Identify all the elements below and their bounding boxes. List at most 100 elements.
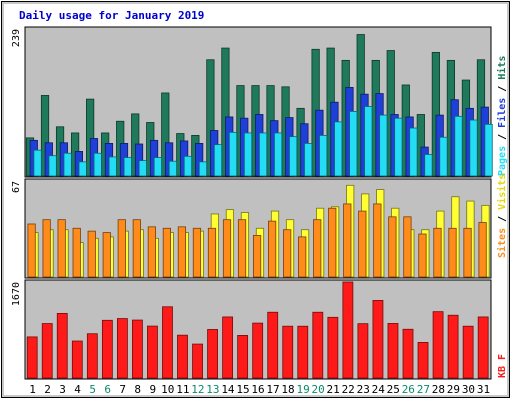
day-label-4: 4 (74, 383, 81, 396)
day-label-26: 26 (402, 383, 415, 396)
bar-sites-day-18 (283, 229, 292, 278)
bar-pages-day-20 (319, 135, 328, 177)
bar-sites-day-3 (57, 219, 66, 278)
day-label-17: 17 (266, 383, 279, 396)
bar-sites-day-11 (177, 226, 187, 278)
legend-sep-1: / (497, 128, 508, 146)
day-label-8: 8 (134, 383, 141, 396)
bar-sites-day-1 (27, 223, 36, 278)
bar-sites-day-7 (117, 219, 126, 278)
panel-top-bars (25, 34, 493, 177)
bar-sites-day-23 (358, 210, 367, 278)
bar-pages-day-25 (394, 117, 403, 177)
bar-pages-day-6 (108, 156, 117, 177)
bar-sites-day-12 (192, 227, 202, 278)
bar-sites-day-10 (162, 227, 171, 278)
chart-title: Daily usage for January 2019 (19, 9, 204, 22)
day-label-23: 23 (357, 383, 370, 396)
bar-kbf-day-20 (312, 311, 324, 379)
bar-pages-day-13 (213, 144, 223, 177)
bar-pages-day-14 (228, 131, 238, 177)
bar-sites-day-15 (237, 219, 247, 278)
bar-pages-day-15 (243, 132, 253, 177)
bar-pages-day-27 (424, 154, 433, 177)
day-label-20: 20 (312, 383, 325, 396)
day-label-25: 25 (387, 383, 400, 396)
bar-sites-day-31 (478, 222, 487, 278)
day-label-12: 12 (191, 383, 204, 396)
svg-text:Pages / Files / Hits: Pages / Files / Hits (496, 56, 508, 176)
day-label-10: 10 (161, 383, 174, 396)
bar-kbf-day-21 (327, 316, 339, 379)
day-label-16: 16 (251, 383, 264, 396)
bar-pages-day-17 (274, 132, 283, 177)
bar-kbf-day-7 (116, 318, 128, 379)
x-axis-day-labels: 1 2 3 4 5 6 7 8 9 10 11 12 13 14 15 16 17 18 19 20 21 22 23 24 2… (29, 383, 490, 396)
bar-pages-day-5 (93, 152, 102, 177)
legend-visits: Visits (496, 174, 508, 210)
bar-kbf-day-24 (372, 299, 384, 379)
panel-top: 239 Pages / Files / Hits (11, 26, 508, 178)
bar-pages-day-26 (409, 127, 418, 177)
legend-sep-2: / (497, 80, 508, 98)
bar-sites-day-17 (268, 220, 277, 278)
panel-mid: 67 Sites / Visits (11, 174, 508, 279)
day-label-13: 13 (206, 383, 219, 396)
day-label-24: 24 (372, 383, 386, 396)
day-label-9: 9 (149, 383, 156, 396)
bar-kbf-day-27 (417, 342, 429, 379)
day-label-5: 5 (89, 383, 96, 396)
day-label-18: 18 (281, 383, 294, 396)
bar-kbf-day-29 (447, 314, 459, 379)
panel-bot-bars (26, 281, 489, 379)
bar-sites-day-25 (388, 216, 397, 278)
bar-pages-day-8 (138, 160, 147, 177)
bar-pages-day-3 (63, 152, 72, 177)
bar-pages-day-30 (469, 119, 478, 177)
bar-pages-day-19 (304, 142, 313, 177)
bar-kbf-day-16 (252, 322, 264, 379)
day-label-11: 11 (176, 383, 189, 396)
bar-pages-day-24 (379, 114, 388, 177)
day-label-21: 21 (327, 383, 340, 396)
bar-sites-day-5 (87, 230, 96, 278)
day-label-27: 27 (417, 383, 430, 396)
bar-kbf-day-1 (26, 336, 38, 379)
bar-sites-day-21 (328, 207, 337, 278)
bar-kbf-day-10 (162, 306, 173, 379)
bar-sites-day-28 (433, 227, 442, 278)
svg-text:Sites / Visits: Sites / Visits (496, 174, 508, 258)
day-label-31: 31 (477, 383, 490, 396)
bar-kbf-day-9 (147, 325, 158, 379)
day-label-22: 22 (342, 383, 355, 396)
bar-kbf-day-12 (192, 343, 203, 379)
bar-sites-day-29 (448, 227, 457, 278)
bar-kbf-day-5 (86, 333, 98, 379)
bar-sites-day-13 (207, 227, 217, 278)
bar-pages-day-31 (484, 123, 493, 177)
bar-pages-day-9 (153, 157, 162, 177)
bar-sites-day-24 (373, 203, 382, 278)
legend-pages: Pages (497, 146, 508, 176)
bar-sites-day-4 (72, 227, 81, 278)
bar-kbf-day-15 (237, 334, 249, 379)
bar-pages-day-4 (78, 161, 87, 177)
bar-kbf-day-3 (56, 312, 68, 379)
bar-sites-day-20 (313, 219, 322, 278)
bar-kbf-day-28 (432, 311, 444, 379)
bar-sites-day-9 (147, 226, 156, 278)
bar-sites-day-27 (418, 233, 427, 278)
bar-kbf-day-22 (342, 281, 354, 379)
bar-kbf-day-25 (387, 323, 399, 379)
bar-sites-day-19 (298, 236, 307, 278)
bar-pages-day-2 (48, 155, 57, 177)
legend-sites: Sites (496, 228, 508, 258)
bar-sites-day-16 (252, 235, 262, 278)
day-label-28: 28 (432, 383, 445, 396)
bar-kbf-day-4 (71, 340, 83, 379)
legend-files: Files (496, 98, 508, 128)
panel-mid-bars (27, 184, 490, 278)
bar-kbf-day-2 (41, 323, 53, 379)
